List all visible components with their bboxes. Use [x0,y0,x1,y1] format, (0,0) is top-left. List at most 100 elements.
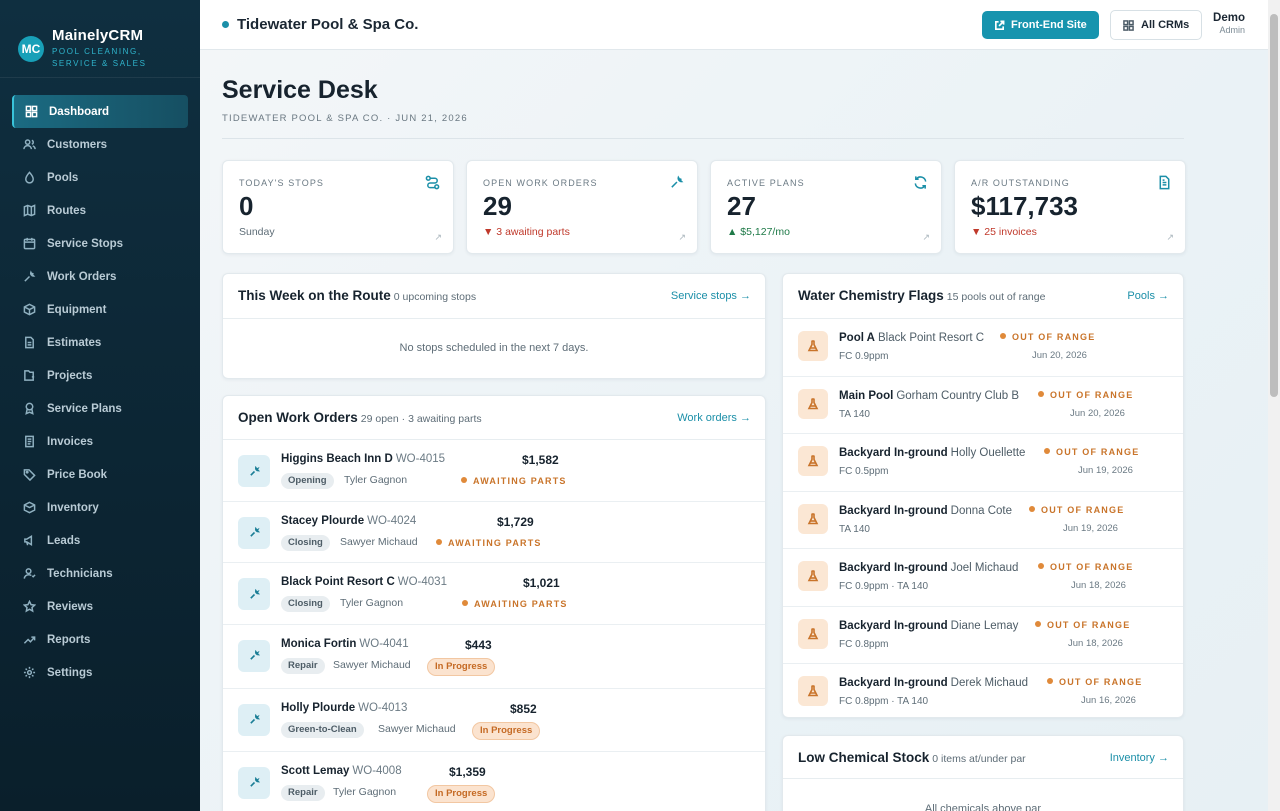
sidebar-item-estimates[interactable]: Estimates [12,326,188,359]
table-row[interactable]: Stacey Plourde WO-4024 Closing Sawyer Mic… [223,502,765,563]
pool-title: Main Pool Gorham Country Club B [839,390,1019,402]
sidebar-item-label: Work Orders [47,270,117,283]
status-badge: OUT OF RANGE [1047,677,1142,687]
page-subtitle: TIDEWATER POOL & SPA CO. · JUN 21, 2026 [222,113,468,124]
status-badge: In Progress [427,657,496,676]
sidebar-item-price-book[interactable]: Price Book [12,458,188,491]
stat-label: A/R OUTSTANDING [971,178,1070,188]
front-end-site-label: Front-End Site [1011,19,1087,31]
sidebar-item-work-orders[interactable]: Work Orders [12,260,188,293]
sidebar-item-label: Pools [47,171,79,184]
panel-title: Water Chemistry Flags 15 pools out of ran… [798,288,1045,303]
flask-icon [798,676,828,706]
stat-card-todays-stops[interactable]: TODAY'S STOPS 0 Sunday ↗ [222,160,454,254]
list-item[interactable]: Pool A Black Point Resort C FC 0.9ppm OUT… [783,319,1183,377]
sidebar-item-label: Invoices [47,435,94,448]
service-stops-link[interactable]: Service stops → [670,290,751,302]
list-item[interactable]: Backyard In-ground Holly Ouellette FC 0.5… [783,434,1183,492]
technician-name: Tyler Gagnon [344,474,408,486]
status-badge: AWAITING PARTS [462,599,568,609]
work-order-number: WO-4015 [395,453,446,465]
inventory-link[interactable]: Inventory → [1109,752,1169,764]
grid-icon [24,105,38,119]
sidebar-item-dashboard[interactable]: Dashboard [12,95,188,128]
stat-label: OPEN WORK ORDERS [483,178,598,188]
stat-label: ACTIVE PLANS [727,178,805,188]
page-scrollbar[interactable] [1268,0,1280,811]
customer-name: Joel Michaud [950,562,1019,574]
list-item[interactable]: Backyard In-ground Joel Michaud FC 0.9ppm… [783,549,1183,607]
work-orders-link[interactable]: Work orders → [677,412,751,424]
stat-value: 27 [727,191,756,221]
work-order-title: Stacey Plourde WO-4024 [281,515,416,527]
tag-icon [22,468,36,482]
sidebar-item-label: Service Stops [47,237,124,250]
list-item[interactable]: Backyard In-ground Diane Lemay FC 0.8ppm … [783,607,1183,664]
sidebar-item-technicians[interactable]: Technicians [12,557,188,590]
sidebar-item-reports[interactable]: Reports [12,623,188,656]
droplet-icon [22,171,36,185]
flask-icon [798,503,828,534]
external-link-icon [995,20,1005,30]
job-type-tag: Closing [281,534,330,551]
flask-icon [798,331,828,361]
pool-name: Backyard In-ground [839,562,948,574]
stat-card-ar-outstanding[interactable]: A/R OUTSTANDING $117,733 ▼ 25 invoices ↗ [954,160,1186,254]
trend-icon [22,633,36,647]
sidebar-item-service-stops[interactable]: Service Stops [12,227,188,260]
scrollbar-thumb[interactable] [1270,14,1278,397]
work-order-title: Scott Lemay WO-4008 [281,765,402,777]
technician-name: Tyler Gagnon [340,597,404,609]
customer-name: Black Point Resort C [878,332,985,344]
brand[interactable]: MC MainelyCRM POOL CLEANING, SERVICE & S… [0,0,200,78]
list-item[interactable]: Backyard In-ground Donna Cote TA 140 OUT … [783,492,1183,549]
panel-title-text: Water Chemistry Flags [798,288,944,303]
sidebar-item-invoices[interactable]: Invoices [12,425,188,458]
job-type-tag: Repair [281,784,325,801]
pool-name: Backyard In-ground [839,504,948,517]
chemistry-reading: FC 0.8ppm [839,638,889,650]
sidebar-item-leads[interactable]: Leads [12,524,188,557]
stat-card-open-work-orders[interactable]: OPEN WORK ORDERS 29 ▼ 3 awaiting parts ↗ [466,160,698,254]
table-row[interactable]: Monica Fortin WO-4041 Repair Sawyer Micha… [223,625,765,689]
package-icon [22,501,36,515]
sidebar-item-settings[interactable]: Settings [12,656,188,689]
technician-icon [22,567,36,581]
all-crms-label: All CRMs [1141,19,1190,31]
sidebar-item-reviews[interactable]: Reviews [12,590,188,623]
sidebar-item-pools[interactable]: Pools [12,161,188,194]
all-crms-button[interactable]: All CRMs [1110,10,1203,40]
list-item[interactable]: Backyard In-ground Derek Michaud FC 0.8pp… [783,664,1183,717]
table-row[interactable]: Higgins Beach Inn D WO-4015 Opening Tyler… [223,440,765,502]
sidebar-item-inventory[interactable]: Inventory [12,491,188,524]
table-row[interactable]: Black Point Resort C WO-4031 Closing Tyle… [223,563,765,625]
table-row[interactable]: Holly Plourde WO-4013 Green-to-Clean Sawy… [223,689,765,752]
reading-date: Jun 16, 2026 [1081,695,1136,706]
sidebar-item-service-plans[interactable]: Service Plans [12,392,188,425]
list-item[interactable]: Main Pool Gorham Country Club B TA 140 OU… [783,377,1183,434]
badge-icon [22,402,36,416]
amount: $443 [465,637,492,652]
sidebar-item-projects[interactable]: Projects [12,359,188,392]
status-badge: OUT OF RANGE [1029,505,1124,515]
sidebar-item-customers[interactable]: Customers [12,128,188,161]
sidebar-item-equipment[interactable]: Equipment [12,293,188,326]
pools-link[interactable]: Pools → [1127,290,1169,302]
sidebar-item-routes[interactable]: Routes [12,194,188,227]
work-order-number: WO-4041 [359,637,409,650]
invoice-icon [22,435,36,449]
stat-card-active-plans[interactable]: ACTIVE PLANS 27 ▲ $5,127/mo ↗ [710,160,942,254]
top-bar: Tidewater Pool & Spa Co. Front-End Site … [200,0,1268,50]
pool-title: Backyard In-ground Donna Cote [839,505,1012,517]
expand-arrow-icon: ↗ [678,232,686,242]
reading-date: Jun 20, 2026 [1070,407,1125,419]
front-end-site-button[interactable]: Front-End Site [982,11,1099,39]
expand-arrow-icon: ↗ [434,232,442,242]
panel-count: 0 upcoming stops [393,291,477,303]
map-icon [22,204,36,218]
customer-name: Scott Lemay [281,764,350,777]
flask-icon [798,446,828,476]
amount: $1,359 [449,764,486,779]
table-row[interactable]: Scott Lemay WO-4008 Repair Tyler Gagnon $… [223,752,765,811]
user-menu[interactable]: Demo Admin [1210,12,1245,35]
